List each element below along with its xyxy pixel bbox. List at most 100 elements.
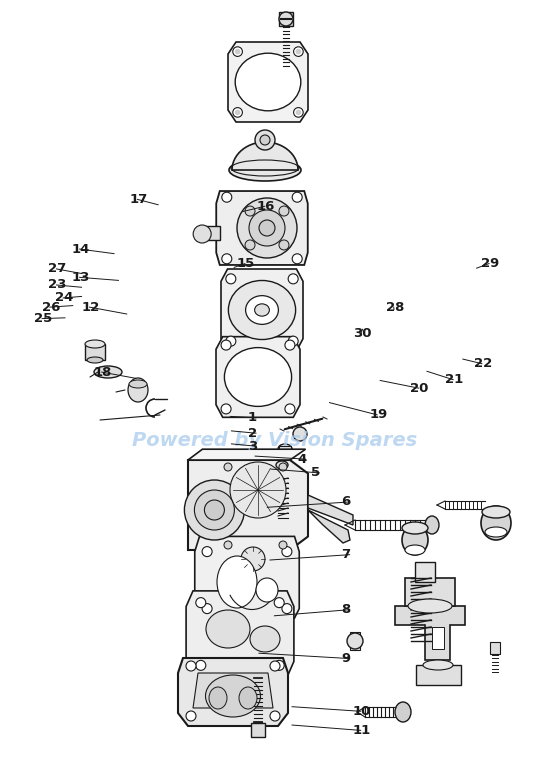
Polygon shape xyxy=(195,536,299,618)
Text: 13: 13 xyxy=(72,270,90,284)
Ellipse shape xyxy=(250,626,280,652)
Ellipse shape xyxy=(209,687,227,709)
Ellipse shape xyxy=(425,516,439,534)
Bar xyxy=(251,723,265,737)
Circle shape xyxy=(224,463,232,471)
Text: 2: 2 xyxy=(248,426,257,440)
Ellipse shape xyxy=(85,340,105,348)
Circle shape xyxy=(224,541,232,549)
Ellipse shape xyxy=(246,296,278,325)
Polygon shape xyxy=(178,658,288,726)
Circle shape xyxy=(255,130,275,150)
Text: 30: 30 xyxy=(353,327,371,341)
Circle shape xyxy=(202,546,212,557)
Text: 26: 26 xyxy=(42,300,60,314)
Circle shape xyxy=(193,225,211,243)
Circle shape xyxy=(196,660,206,670)
Ellipse shape xyxy=(405,545,425,555)
Ellipse shape xyxy=(129,380,147,388)
Circle shape xyxy=(292,254,302,264)
Circle shape xyxy=(235,109,240,115)
Ellipse shape xyxy=(256,578,278,602)
Circle shape xyxy=(279,12,293,26)
Ellipse shape xyxy=(229,159,301,181)
Text: 22: 22 xyxy=(474,357,492,371)
Bar xyxy=(490,642,500,654)
Text: 9: 9 xyxy=(342,652,351,665)
Circle shape xyxy=(233,108,242,117)
Text: 21: 21 xyxy=(445,373,463,387)
Circle shape xyxy=(279,463,287,471)
Circle shape xyxy=(270,711,280,721)
Ellipse shape xyxy=(482,506,510,518)
Polygon shape xyxy=(308,495,353,525)
Text: 14: 14 xyxy=(72,242,90,256)
Ellipse shape xyxy=(94,366,122,378)
Text: 5: 5 xyxy=(311,466,321,480)
Circle shape xyxy=(185,480,245,540)
Ellipse shape xyxy=(255,304,269,316)
Text: 6: 6 xyxy=(342,495,351,509)
Ellipse shape xyxy=(423,660,453,670)
Bar xyxy=(350,632,360,650)
Text: 18: 18 xyxy=(94,365,112,379)
Bar xyxy=(415,562,435,582)
Text: 28: 28 xyxy=(386,300,404,314)
Text: Powered by Vision Spares: Powered by Vision Spares xyxy=(132,430,418,449)
Polygon shape xyxy=(186,591,294,677)
Bar xyxy=(85,344,105,360)
Polygon shape xyxy=(216,337,300,417)
Circle shape xyxy=(293,427,307,441)
Circle shape xyxy=(202,604,212,613)
Text: 8: 8 xyxy=(342,603,351,617)
Circle shape xyxy=(274,660,284,670)
Polygon shape xyxy=(193,673,273,708)
Circle shape xyxy=(196,597,206,607)
Circle shape xyxy=(226,274,236,284)
Text: 16: 16 xyxy=(257,199,275,213)
Circle shape xyxy=(285,404,295,414)
Ellipse shape xyxy=(228,280,296,339)
Ellipse shape xyxy=(239,687,257,709)
Ellipse shape xyxy=(224,348,291,406)
Circle shape xyxy=(235,49,240,54)
Circle shape xyxy=(245,206,255,216)
Circle shape xyxy=(233,47,242,57)
Circle shape xyxy=(241,547,265,571)
Circle shape xyxy=(274,597,284,607)
Circle shape xyxy=(279,206,289,216)
Circle shape xyxy=(222,193,232,202)
Circle shape xyxy=(195,490,234,530)
Text: 11: 11 xyxy=(353,724,371,737)
Ellipse shape xyxy=(278,444,292,454)
Circle shape xyxy=(295,49,301,54)
Polygon shape xyxy=(308,510,350,543)
Ellipse shape xyxy=(402,522,428,534)
Polygon shape xyxy=(221,269,303,351)
Ellipse shape xyxy=(481,506,511,540)
Text: 1: 1 xyxy=(248,411,257,425)
Circle shape xyxy=(295,109,301,115)
Polygon shape xyxy=(188,449,306,460)
Polygon shape xyxy=(188,460,308,550)
Circle shape xyxy=(260,135,270,145)
Text: 3: 3 xyxy=(248,439,257,453)
Polygon shape xyxy=(216,191,308,265)
Polygon shape xyxy=(395,606,465,660)
Ellipse shape xyxy=(206,675,261,717)
Circle shape xyxy=(294,47,303,57)
Circle shape xyxy=(347,633,363,649)
Circle shape xyxy=(221,340,231,350)
Circle shape xyxy=(282,604,292,613)
Circle shape xyxy=(292,193,302,202)
Ellipse shape xyxy=(395,702,411,722)
Text: 12: 12 xyxy=(82,300,100,314)
Circle shape xyxy=(259,220,275,236)
Ellipse shape xyxy=(276,461,288,469)
Text: 4: 4 xyxy=(298,452,307,466)
Circle shape xyxy=(282,546,292,557)
Ellipse shape xyxy=(217,556,257,608)
Circle shape xyxy=(288,336,298,346)
Circle shape xyxy=(245,240,255,250)
Text: 24: 24 xyxy=(55,291,73,305)
